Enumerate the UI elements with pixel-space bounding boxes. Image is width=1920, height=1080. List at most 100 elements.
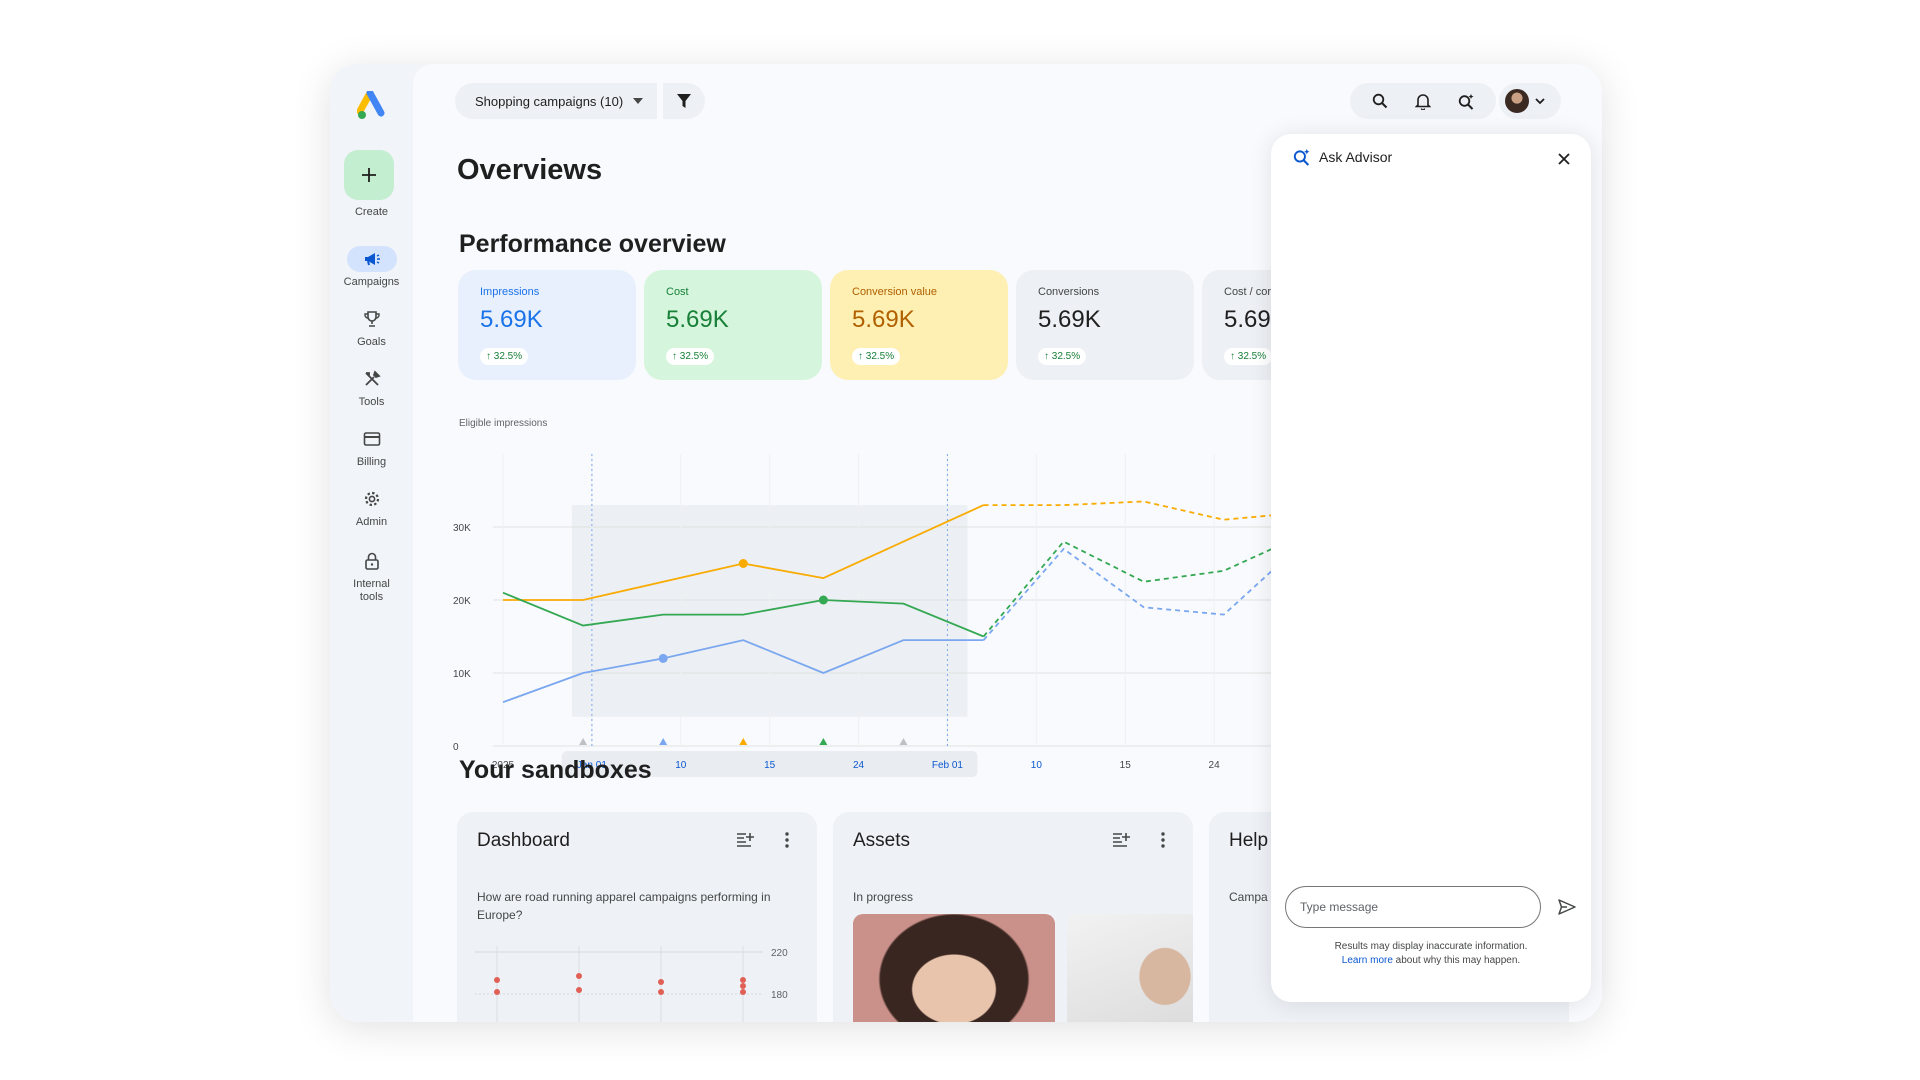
event-marker — [899, 738, 908, 745]
campaign-dropdown-label: Shopping campaigns (10) — [475, 93, 624, 109]
asset-image-portrait[interactable] — [853, 914, 1055, 1022]
add-chart-icon — [1113, 833, 1130, 847]
advisor-composer — [1285, 886, 1579, 928]
metric-delta-badge: ↑ 32.5% — [852, 348, 901, 365]
trophy-icon — [347, 306, 397, 332]
chart-y-label: Eligible impressions — [459, 418, 548, 429]
avatar — [1505, 89, 1529, 113]
mini-data-point — [576, 973, 582, 979]
filter-button[interactable] — [663, 83, 706, 119]
event-marker — [739, 738, 748, 745]
search-button[interactable] — [1366, 87, 1394, 115]
metric-card-0[interactable]: Impressions 5.69K ↑ 32.5% — [458, 270, 636, 380]
advisor-button[interactable] — [1452, 87, 1480, 115]
metric-label: Conversions — [1038, 286, 1100, 298]
create-label: Create — [354, 206, 389, 218]
disclaimer-line-2: Learn more about why this may happen. — [1271, 954, 1591, 968]
close-icon — [1558, 153, 1570, 165]
performance-title: Performance overview — [459, 230, 726, 258]
y-tick-label: 0 — [453, 742, 459, 753]
sandbox-card-title: Dashboard — [477, 830, 570, 851]
x-tick-label: Jan 01 — [577, 760, 607, 771]
metric-card-1[interactable]: Cost 5.69K ↑ 32.5% — [644, 270, 822, 380]
x-tick-label: 15 — [764, 760, 776, 771]
rail-item-campaigns[interactable]: Campaigns — [330, 246, 413, 289]
sandbox-card-actions — [733, 828, 799, 852]
sandbox-card-assets[interactable]: Assets In progress — [833, 812, 1193, 1022]
mini-data-point — [740, 989, 746, 995]
asset-image-sunglasses[interactable] — [1067, 914, 1193, 1022]
send-icon — [1558, 899, 1576, 915]
add-insight-button[interactable] — [733, 828, 757, 852]
sandbox-card-text: Campa — [1229, 890, 1268, 904]
series-line-solid — [502, 591, 984, 638]
caret-down-icon — [633, 98, 644, 104]
notifications-button[interactable] — [1409, 87, 1437, 115]
plus-icon — [362, 168, 376, 182]
metric-card-2[interactable]: Conversion value 5.69K ↑ 32.5% — [830, 270, 1008, 380]
more-options-button[interactable] — [1151, 828, 1175, 852]
rail-item-tools[interactable]: Tools — [330, 366, 413, 409]
create-button[interactable] — [344, 150, 394, 200]
sandbox-card-dashboard[interactable]: Dashboard How are road running apparel c… — [457, 812, 817, 1022]
series-line-forecast — [982, 533, 1305, 638]
sandboxes-title: Your sandboxes — [459, 756, 652, 784]
more-vert-icon — [1161, 832, 1165, 848]
mini-data-point — [658, 989, 664, 995]
metric-label: Cost — [666, 286, 689, 298]
x-tick-label: 2025 — [492, 760, 515, 771]
megaphone-icon — [346, 246, 397, 272]
advisor-sparkle-icon — [1458, 93, 1474, 110]
rail-item-goals[interactable]: Goals — [330, 306, 413, 349]
metric-value: 5.69K — [1038, 306, 1101, 333]
close-button[interactable] — [1553, 148, 1575, 170]
metric-delta-badge: ↑ 32.5% — [480, 348, 529, 365]
sandbox-card-actions — [1109, 828, 1175, 852]
metric-value: 5.69K — [666, 306, 729, 333]
header-actions — [1350, 83, 1496, 119]
x-tick-label: Feb 01 — [932, 760, 964, 771]
x-tick-label: 15 — [1120, 760, 1132, 771]
metric-card-3[interactable]: Conversions 5.69K ↑ 32.5% — [1016, 270, 1194, 380]
send-button[interactable] — [1555, 895, 1579, 919]
mini-data-point — [576, 987, 582, 993]
account-menu[interactable] — [1499, 83, 1561, 119]
add-insight-button[interactable] — [1109, 828, 1133, 852]
rail-item-internal-tools[interactable]: Internal tools — [330, 548, 413, 604]
event-marker — [819, 738, 828, 745]
more-vert-icon — [785, 832, 789, 848]
metric-delta-badge: ↑ 32.5% — [1038, 348, 1087, 365]
metric-delta-badge: ↑ 32.5% — [666, 348, 715, 365]
y-tick-label: 20K — [453, 596, 471, 607]
rail-item-admin[interactable]: Admin — [330, 486, 413, 529]
series-highlight-point — [818, 595, 828, 605]
rail-item-billing[interactable]: Billing — [330, 426, 413, 469]
filter-icon — [677, 94, 692, 108]
mini-data-point — [658, 979, 664, 985]
sandbox-mini-chart: 220 180 — [475, 946, 788, 1022]
add-chart-icon — [737, 833, 754, 847]
campaign-dropdown[interactable]: Shopping campaigns (10) — [455, 83, 658, 119]
x-tick-label: 10 — [1031, 760, 1043, 771]
message-input[interactable] — [1285, 886, 1541, 928]
bell-icon — [1414, 93, 1431, 110]
series-highlight-point — [658, 653, 668, 663]
series-line-forecast — [983, 500, 1305, 521]
event-marker — [579, 738, 588, 745]
metric-value: 5.69K — [480, 306, 543, 333]
learn-more-link[interactable]: Learn more — [1341, 955, 1393, 966]
x-tick-label: 24 — [853, 760, 865, 771]
y-tick-label: 30K — [453, 523, 471, 534]
sandbox-card-title: Help — [1229, 830, 1269, 851]
disclaimer-text: Results may display inaccurate informati… — [1334, 941, 1528, 952]
disclaimer-tail: about why this may happen. — [1392, 955, 1521, 966]
metric-value: 5.69K — [852, 306, 915, 333]
mini-data-point — [740, 977, 746, 983]
sandbox-card-title: Assets — [853, 830, 911, 851]
x-tick-label: 10 — [675, 760, 687, 771]
event-marker — [659, 738, 668, 745]
gear-icon — [347, 486, 397, 512]
more-options-button[interactable] — [775, 828, 799, 852]
mini-data-point — [740, 983, 746, 989]
